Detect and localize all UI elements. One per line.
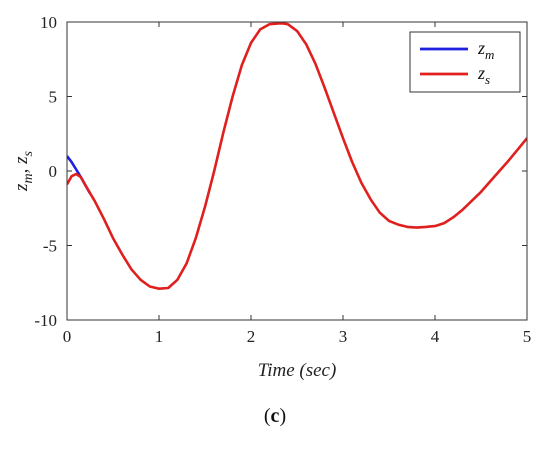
x-axis-label: Time (sec) xyxy=(258,360,337,381)
y-axis-label-text: zm, zs xyxy=(11,151,36,192)
panel-label: (c) xyxy=(263,405,287,427)
panel-letter: c xyxy=(270,405,280,427)
y-tick-label: 0 xyxy=(49,162,58,181)
x-tick-label: 4 xyxy=(431,327,440,346)
y-tick-label: 10 xyxy=(40,13,57,32)
y-tick-label: 5 xyxy=(49,88,58,107)
y-tick-label: -10 xyxy=(34,311,57,330)
x-tick-label: 0 xyxy=(63,327,72,346)
x-tick-label: 1 xyxy=(155,327,164,346)
y-tick-label: -5 xyxy=(43,237,57,256)
plot-area xyxy=(67,22,527,290)
legend-entry: zs xyxy=(477,63,490,87)
x-tick-label: 5 xyxy=(523,327,532,346)
x-tick-label: 3 xyxy=(339,327,348,346)
series-line-z-s xyxy=(67,22,527,290)
x-tick-label: 2 xyxy=(247,327,256,346)
axes xyxy=(66,21,528,321)
tick-labels: 0 1 2 3 4 5 -10 -5 0 5 10 xyxy=(34,13,531,346)
legend-box xyxy=(409,31,521,93)
y-axis-label: zm, zs xyxy=(11,151,36,192)
legend-entry: zm xyxy=(477,38,494,62)
